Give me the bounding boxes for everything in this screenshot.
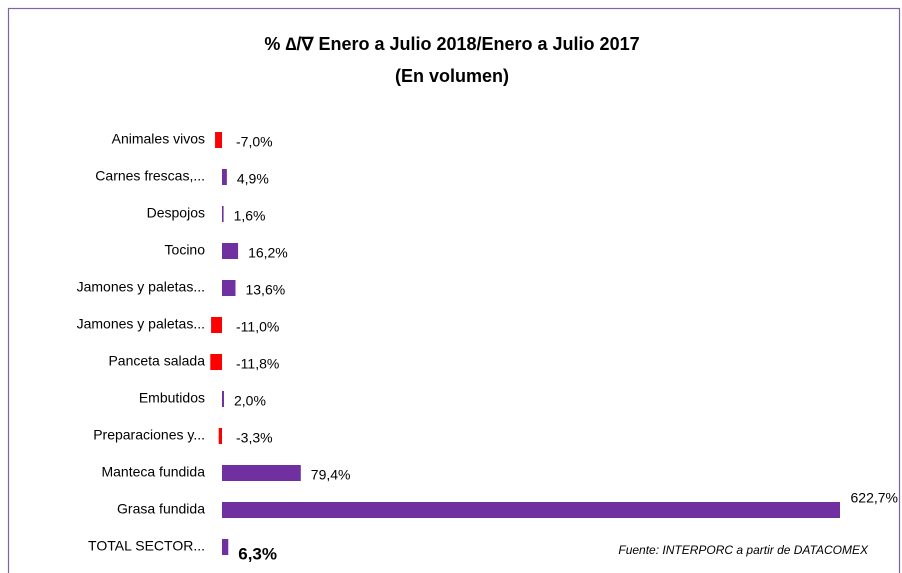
value-label: 622,7% [851, 490, 898, 506]
category-label: Tocino [165, 242, 206, 258]
category-label: Manteca fundida [101, 464, 205, 480]
category-label: Jamones y paletas... [77, 279, 205, 295]
value-label: 79,4% [311, 467, 351, 483]
value-label: 13,6% [245, 282, 285, 298]
bar [222, 169, 227, 185]
bar [222, 243, 239, 259]
bar [222, 391, 224, 407]
category-label: Animales vivos [112, 131, 205, 147]
value-label: -7,0% [236, 134, 273, 150]
value-label: 1,6% [234, 208, 266, 224]
source-note: Fuente: INTERPORC a partir de DATACOMEX [618, 543, 869, 557]
bar [222, 539, 229, 555]
category-label: Preparaciones y... [93, 427, 205, 443]
category-label: Jamones y paletas... [77, 316, 205, 332]
category-label: Carnes frescas,... [95, 168, 205, 184]
value-label: -11,0% [236, 319, 279, 335]
category-label: Grasa fundida [117, 501, 205, 517]
category-label: Embutidos [139, 390, 205, 406]
bar [210, 354, 222, 370]
bar [222, 502, 840, 518]
value-label: 16,2% [248, 245, 288, 261]
value-label: 2,0% [234, 393, 266, 409]
bar [218, 428, 222, 444]
bar [222, 206, 224, 222]
value-label: 4,9% [237, 171, 269, 187]
chart-subtitle: (En volumen) [395, 66, 509, 86]
value-label: -3,3% [236, 430, 273, 446]
value-label: -11,8% [236, 356, 279, 372]
category-label: TOTAL SECTOR... [88, 538, 205, 554]
chart-title: % ∆/∇ Enero a Julio 2018/Enero a Julio 2… [264, 34, 639, 54]
category-label: Panceta salada [108, 353, 205, 369]
value-label: 6,3% [238, 544, 277, 563]
bar [222, 465, 301, 481]
bar [215, 132, 222, 148]
category-label: Despojos [147, 205, 205, 221]
bar [222, 280, 236, 296]
bar [211, 317, 222, 333]
frame [7, 7, 901, 573]
